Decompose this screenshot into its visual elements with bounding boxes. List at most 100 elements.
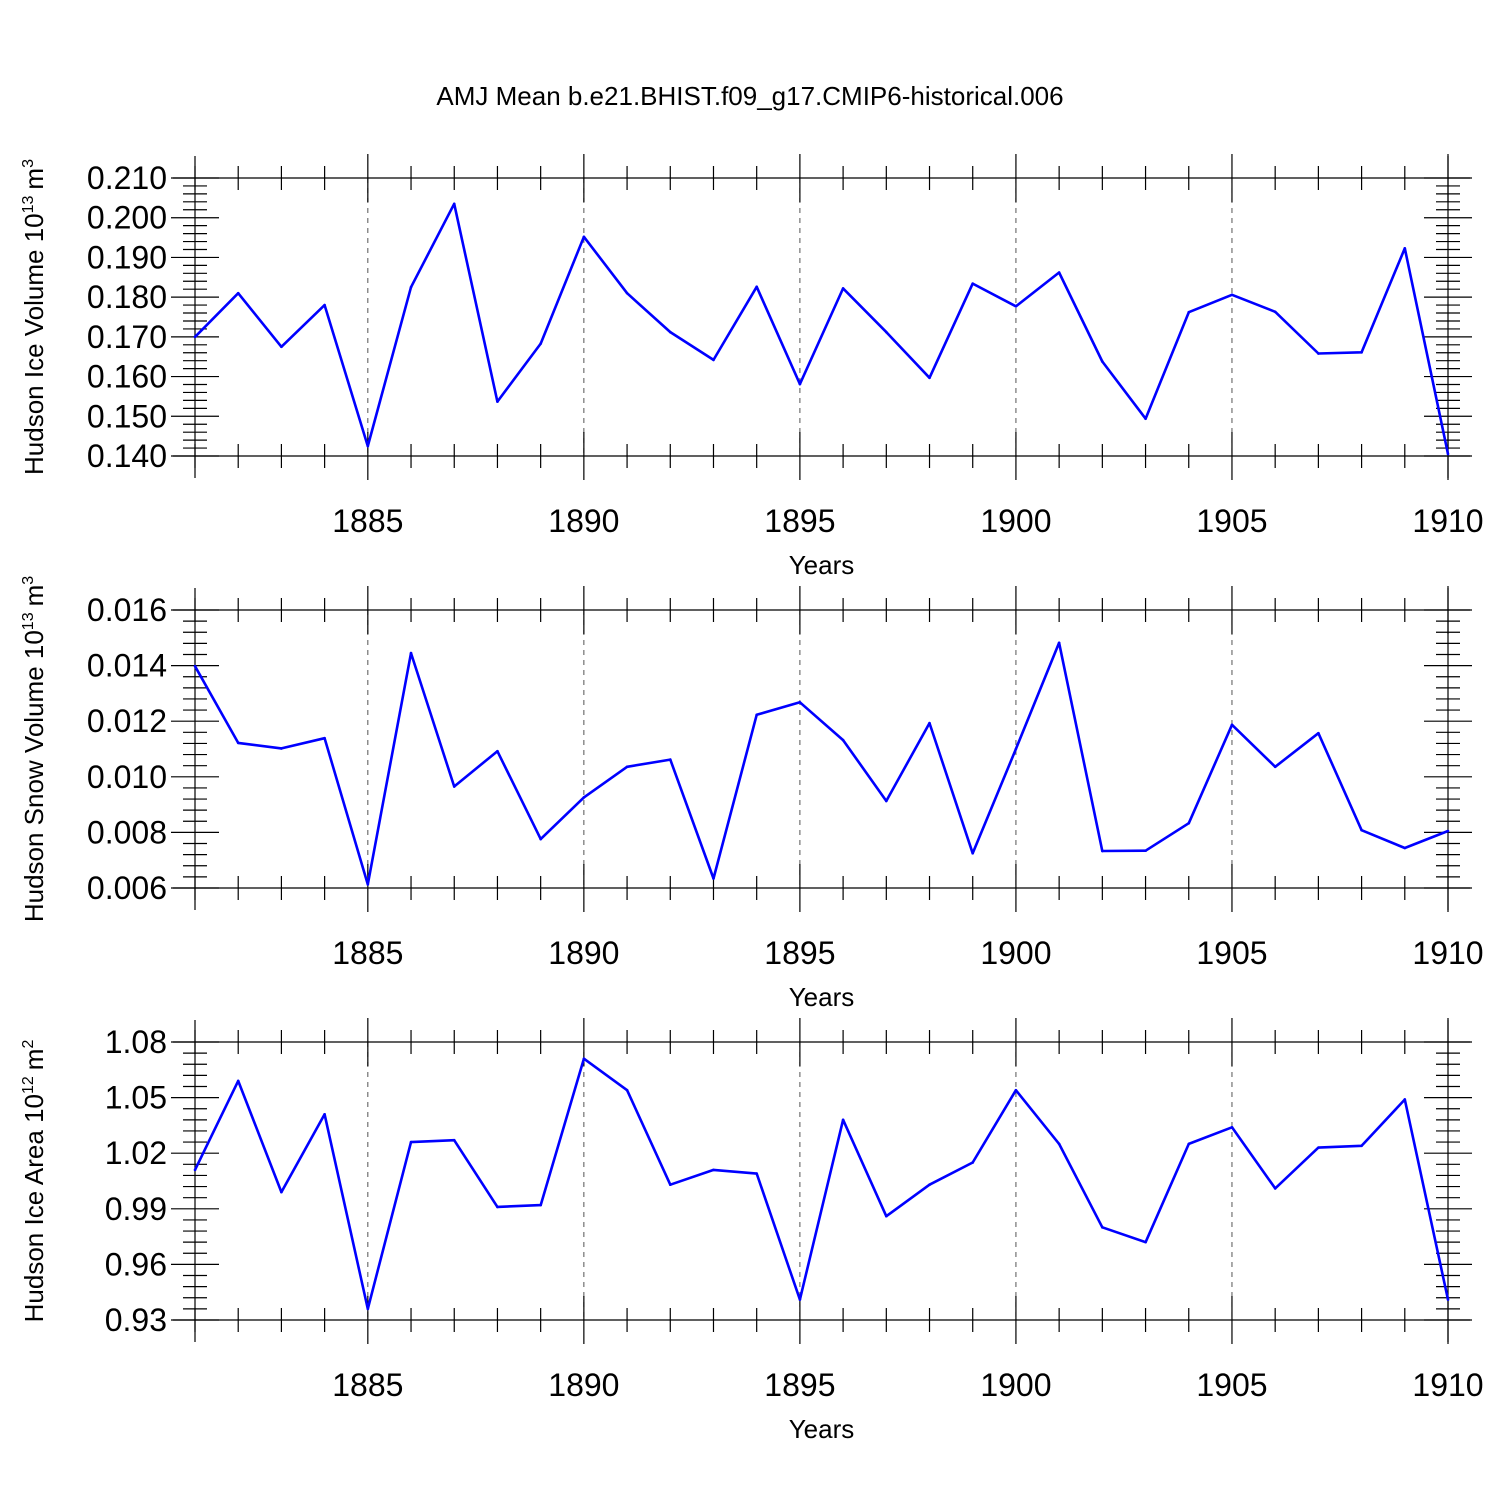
x-tick-label: 1905 xyxy=(1196,503,1267,539)
data-point xyxy=(1187,1142,1191,1146)
x-tick-label: 1910 xyxy=(1412,1367,1483,1403)
data-point xyxy=(668,758,672,761)
ylabel-ice-volume: Hudson Ice Volume 1013 m3 xyxy=(19,159,49,475)
data-point xyxy=(971,1161,975,1164)
panel-ice-area: Hudson Ice Area 1012 m2 Years 0.93 0.96 0.9… xyxy=(19,1018,1484,1444)
data-point xyxy=(236,1079,240,1083)
x-tick-label: 1905 xyxy=(1196,935,1267,971)
data-point xyxy=(798,1298,802,1301)
data-point xyxy=(1317,731,1320,735)
data-point xyxy=(582,796,586,799)
y-tick-label: 0.160 xyxy=(87,359,167,395)
data-point xyxy=(755,1172,758,1175)
x-tick-label: 1890 xyxy=(548,1367,619,1403)
data-point xyxy=(496,1205,499,1209)
data-point xyxy=(1230,723,1234,727)
x-tick-label: 1900 xyxy=(980,503,1051,539)
y-tick-label: 1.05 xyxy=(105,1080,167,1116)
data-point xyxy=(971,851,975,855)
xlabel-years: Years xyxy=(789,1414,855,1444)
data-point xyxy=(1446,452,1450,456)
y-tick-label: 0.150 xyxy=(87,398,167,434)
data-point xyxy=(366,883,370,886)
ylabel-text: Hudson Ice Area 10 xyxy=(19,1094,49,1322)
data-point xyxy=(582,1057,586,1060)
data-point xyxy=(323,1112,326,1116)
chart-title: AMJ Mean b.e21.BHIST.f09_g17.CMIP6-histo… xyxy=(436,81,1063,111)
data-point xyxy=(409,651,413,655)
xlabel-years: Years xyxy=(789,550,855,580)
y-tick-label: 0.006 xyxy=(87,870,167,906)
data-point xyxy=(712,358,715,362)
y-tick-label: 0.010 xyxy=(87,759,167,795)
data-point xyxy=(539,1203,542,1207)
y-tick-label: 0.140 xyxy=(87,438,167,474)
data-point xyxy=(1101,360,1104,363)
ylabel-unit-exponent: 2 xyxy=(20,1040,37,1049)
data-point xyxy=(1403,1098,1407,1101)
data-point xyxy=(841,738,845,742)
x-tick-label: 1890 xyxy=(548,503,619,539)
data-point xyxy=(625,1088,629,1092)
y-tick-label: 0.008 xyxy=(87,814,167,850)
data-point xyxy=(496,400,499,403)
data-point xyxy=(1230,293,1234,297)
data-point xyxy=(539,837,542,841)
data-point xyxy=(1014,304,1018,308)
y-tick-label: 0.93 xyxy=(105,1302,167,1338)
y-tick-label: 1.02 xyxy=(105,1135,167,1171)
y-tick-label: 0.180 xyxy=(87,279,167,315)
y-tick-label: 0.99 xyxy=(105,1191,167,1227)
data-point xyxy=(1057,641,1061,645)
data-point xyxy=(1360,828,1363,832)
x-tick-label: 1885 xyxy=(332,1367,403,1403)
data-point xyxy=(841,1118,845,1122)
data-point xyxy=(409,1140,413,1144)
data-point xyxy=(1014,747,1018,751)
series-line xyxy=(193,641,1449,886)
ylabel-unit: m xyxy=(19,1049,49,1071)
ylabel-unit-exponent: 3 xyxy=(20,159,37,168)
data-point xyxy=(928,1183,931,1187)
series-line xyxy=(193,1057,1450,1311)
data-point xyxy=(1360,1144,1363,1148)
data-point xyxy=(280,747,283,750)
data-point xyxy=(928,376,931,380)
y-tick-label: 0.210 xyxy=(87,160,167,196)
data-point xyxy=(496,749,499,753)
data-point xyxy=(366,444,370,448)
data-point xyxy=(885,1214,888,1218)
data-point xyxy=(885,330,888,334)
data-point xyxy=(712,1168,715,1172)
panel-ice-volume: Hudson Ice Volume 1013 m3 Years 0.140 0.15… xyxy=(19,154,1484,580)
data-point xyxy=(1187,310,1191,314)
y-tick-label: 0.016 xyxy=(87,592,167,628)
data-point xyxy=(1273,310,1277,314)
data-point xyxy=(928,721,931,725)
data-point xyxy=(755,285,758,289)
ylabel-ice-area: Hudson Ice Area 1012 m2 xyxy=(19,1040,49,1323)
data-point xyxy=(1144,417,1147,420)
x-tick-label: 1895 xyxy=(764,1367,835,1403)
data-point xyxy=(236,291,240,295)
data-point xyxy=(452,785,456,788)
data-point xyxy=(452,1138,456,1142)
x-tick-label: 1905 xyxy=(1196,1367,1267,1403)
data-point xyxy=(452,202,456,206)
series-line xyxy=(194,202,1450,455)
data-point xyxy=(280,1190,283,1194)
ylabel-text: Hudson Ice Volume 10 xyxy=(19,213,49,475)
x-tick-label: 1900 xyxy=(980,1367,1051,1403)
data-point xyxy=(1446,1298,1450,1301)
ylabel-text: Hudson Snow Volume 10 xyxy=(19,630,49,922)
data-point xyxy=(409,285,413,289)
y-tick-label: 0.170 xyxy=(87,319,167,355)
data-point xyxy=(1101,1226,1104,1229)
data-point xyxy=(798,700,802,704)
x-tick-label: 1885 xyxy=(332,503,403,539)
data-point xyxy=(1273,765,1277,769)
panel-snow-volume: Hudson Snow Volume 1013 m3 Years 0.006 0.0… xyxy=(19,576,1484,1012)
x-tick-label: 1895 xyxy=(764,503,835,539)
y-tick-label: 0.96 xyxy=(105,1246,167,1282)
y-tick-label: 0.012 xyxy=(87,703,167,739)
